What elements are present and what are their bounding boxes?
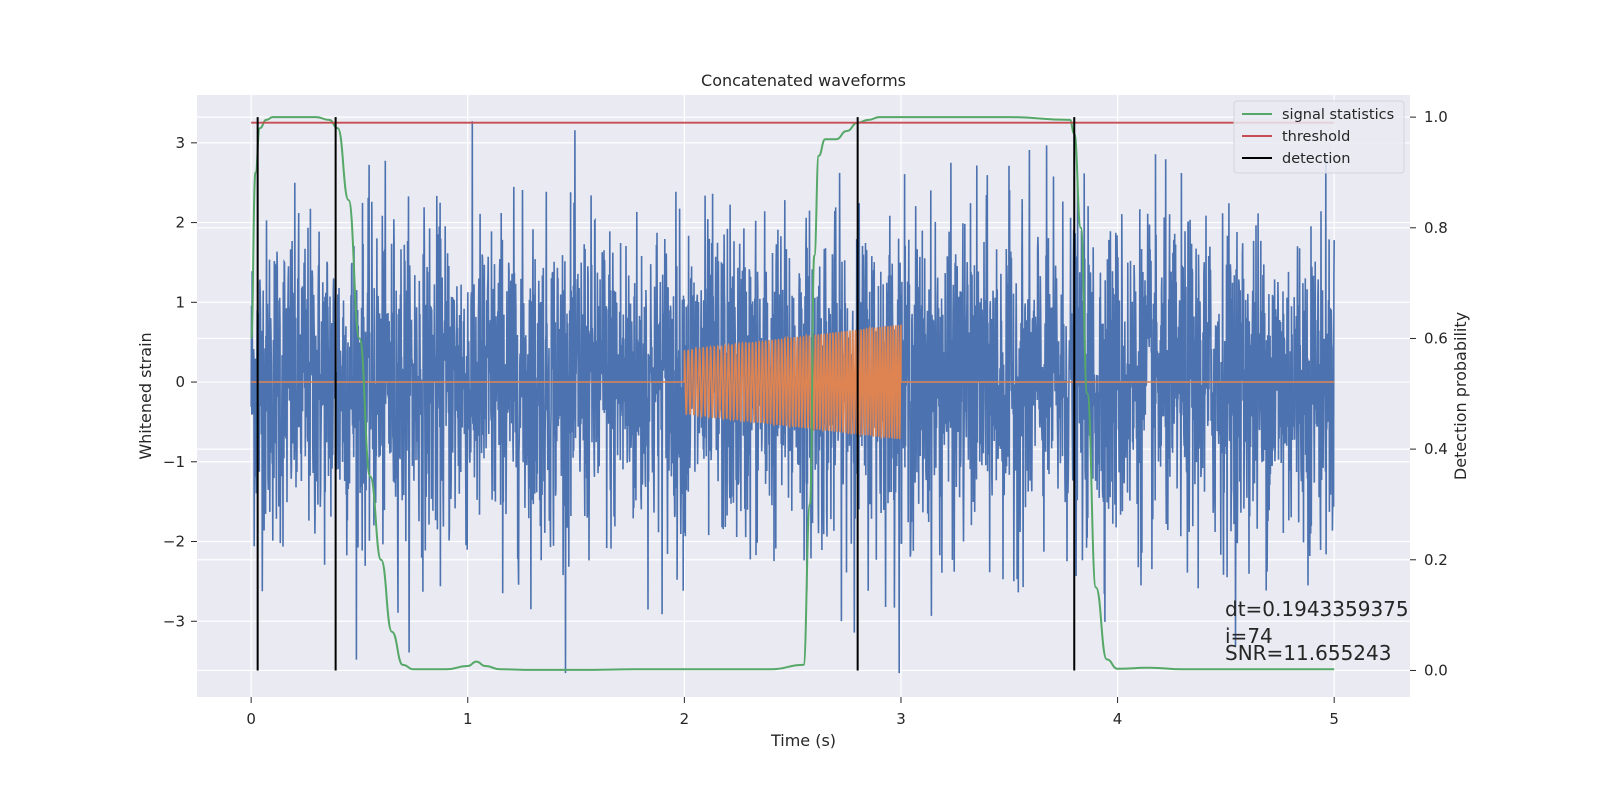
- y2-tick-label-1: 0.2: [1424, 551, 1448, 569]
- series-layer: [250, 116, 1335, 674]
- x-axis-label: Time (s): [770, 731, 836, 750]
- y-tick-label-2: −1: [163, 453, 185, 471]
- legend: signal statistics threshold detection: [1233, 100, 1405, 174]
- y2-axis-ticks: 0.0 0.2 0.4 0.6 0.8 1.0: [1410, 108, 1448, 679]
- y-tick-label-4: 1: [175, 293, 185, 311]
- y-tick-label-1: −2: [163, 533, 185, 551]
- chart-title: Concatenated waveforms: [701, 71, 906, 90]
- x-tick-label-4: 4: [1113, 710, 1123, 728]
- y-tick-label-0: −3: [163, 612, 185, 630]
- y2-axis-label: Detection probability: [1451, 312, 1470, 480]
- x-tick-label-5: 5: [1329, 710, 1339, 728]
- y-tick-label-5: 2: [175, 214, 185, 232]
- x-tick-label-2: 2: [680, 710, 690, 728]
- x-tick-label-0: 0: [246, 710, 256, 728]
- y-tick-label-6: 3: [175, 134, 185, 152]
- y-tick-label-3: 0: [175, 373, 185, 391]
- y-axis-label: Whitened strain: [136, 332, 155, 459]
- legend-box: [1233, 100, 1405, 174]
- annotation-2: SNR=11.655243: [1225, 641, 1391, 665]
- y2-tick-label-0: 0.0: [1424, 661, 1448, 679]
- y2-tick-label-2: 0.4: [1424, 440, 1448, 458]
- x-tick-label-1: 1: [463, 710, 473, 728]
- annotation-1: i=74: [1225, 624, 1273, 648]
- y2-tick-label-4: 0.8: [1424, 219, 1448, 237]
- legend-label-1: threshold: [1282, 129, 1350, 145]
- series-template-waveform: [251, 324, 1335, 440]
- legend-label-0: signal statistics: [1282, 107, 1394, 123]
- x-tick-label-3: 3: [896, 710, 906, 728]
- y-axis-ticks: −3 −2 −1 0 1 2 3: [163, 134, 197, 630]
- y2-tick-label-3: 0.6: [1424, 329, 1448, 347]
- annotation-0: dt=0.1943359375: [1225, 597, 1409, 621]
- x-axis-ticks: 0 1 2 3 4 5: [246, 697, 1339, 728]
- legend-label-2: detection: [1282, 151, 1350, 167]
- y2-tick-label-5: 1.0: [1424, 108, 1448, 126]
- series-signal-statistics: [250, 116, 1335, 671]
